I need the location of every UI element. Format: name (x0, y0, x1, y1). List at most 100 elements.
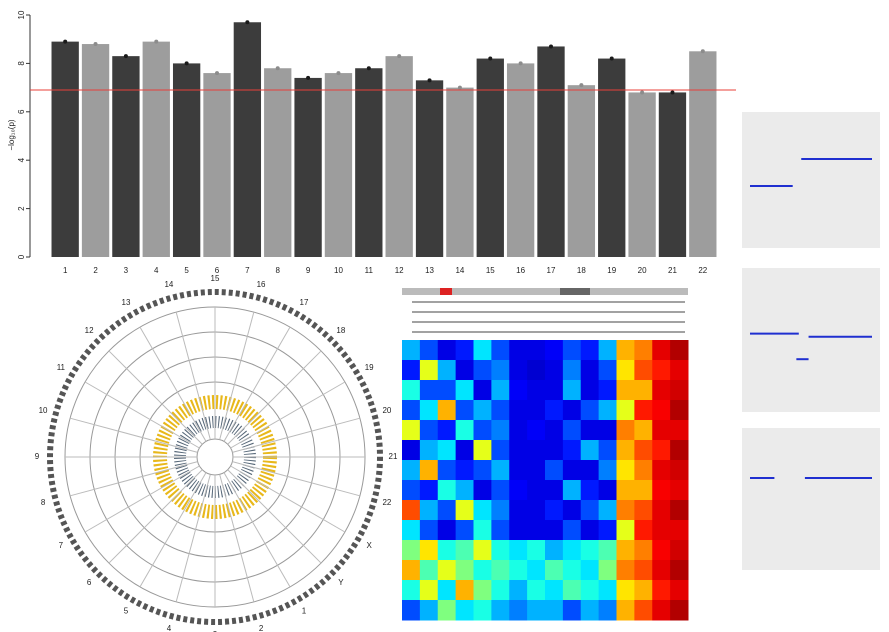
heatmap-cell (473, 500, 492, 521)
heatmap-cell (670, 520, 689, 541)
heatmap-cell (652, 360, 671, 381)
heatmap-cell (652, 540, 671, 561)
x-tick-label: 9 (306, 266, 311, 275)
heatmap-cell (652, 600, 671, 621)
heatmap-cell (634, 520, 653, 541)
heatmap-cell (527, 580, 546, 601)
heatmap-cell (562, 500, 582, 521)
heatmap-cell (634, 580, 653, 601)
heatmap-cell (473, 540, 492, 561)
circos-spoke (139, 326, 207, 442)
y-tick-label: 8 (17, 61, 26, 66)
heatmap-cell (545, 560, 564, 581)
heatmap-cell (562, 440, 582, 461)
heatmap-cell (419, 520, 439, 541)
heatmap-cell (455, 400, 474, 421)
heatmap-cell (598, 560, 617, 581)
peak-point (609, 56, 614, 61)
heatmap-cell (545, 460, 564, 481)
chromosome-label: 9 (35, 452, 40, 461)
heatmap-cell (437, 480, 457, 501)
heatmap-cell (634, 480, 653, 501)
circos-spoke (223, 472, 291, 588)
heatmap-cell (616, 460, 635, 481)
heatmap-cell (455, 480, 474, 501)
heatmap-cell (670, 500, 689, 521)
heatmap-cell (491, 520, 510, 541)
heatmap-cell (580, 380, 600, 401)
peak-point (93, 42, 98, 47)
circos-spoke (175, 474, 211, 603)
circos-spoke (230, 381, 346, 449)
heatmap-cell (473, 360, 492, 381)
heatmap-cell (419, 380, 439, 401)
heatmap-cell (616, 580, 635, 601)
circos-spoke (84, 381, 200, 449)
circos-spoke (227, 469, 322, 564)
x-tick-label: 11 (365, 266, 374, 275)
heatmap-cell (455, 460, 474, 481)
circos-spoke (219, 474, 255, 603)
chromosome-label: 7 (59, 541, 64, 550)
chromosome-label: 21 (389, 452, 398, 461)
heatmap-cell (616, 440, 635, 461)
x-tick-label: 15 (486, 266, 495, 275)
chromosome-label: 13 (122, 298, 131, 307)
heatmap-cell (527, 480, 546, 501)
chromosome-band (324, 73, 353, 257)
chromosome-band (294, 77, 322, 257)
heatmap-cell (670, 400, 689, 421)
chromosome-band (689, 51, 717, 257)
chromosome-band (51, 41, 79, 258)
heatmap-cell (652, 520, 671, 541)
heatmap-cell (437, 500, 457, 521)
heatmap-cell (402, 440, 421, 461)
circos-spoke (219, 311, 255, 440)
heatmap-cell (580, 460, 600, 481)
heatmap-cell (455, 580, 474, 601)
peak-point (154, 39, 159, 44)
heatmap-cell (437, 460, 457, 481)
heatmap-cell (527, 340, 546, 361)
heatmap-cell (580, 560, 600, 581)
peak-point (518, 61, 523, 66)
heatmap-cell (580, 500, 600, 521)
heatmap-cell (473, 380, 492, 401)
heatmap-cell (473, 600, 492, 621)
heatmap-cell (670, 600, 689, 621)
x-tick-label: 3 (124, 266, 129, 275)
heatmap-cell (527, 400, 546, 421)
heatmap-cell (491, 460, 510, 481)
heatmap-cell (491, 420, 510, 441)
chromosome-label: 17 (300, 298, 309, 307)
x-tick-label: 17 (547, 266, 556, 275)
heatmap-cell (545, 600, 564, 621)
panel-background (742, 112, 880, 248)
heatmap-cell (634, 500, 653, 521)
heatmap-cell (402, 460, 421, 481)
heatmap-cell (616, 380, 635, 401)
heatmap-cell (509, 400, 528, 421)
x-tick-label: 7 (245, 266, 250, 275)
heatmap-cell (402, 520, 421, 541)
circos-spoke (232, 417, 361, 453)
x-tick-label: 4 (154, 266, 159, 275)
y-tick-label: 2 (17, 206, 26, 211)
chromosome-band (628, 92, 656, 257)
circos-spoke (69, 461, 198, 497)
heatmap-cell (491, 480, 510, 501)
heatmap-cell (437, 560, 457, 581)
heatmap-cell (634, 380, 653, 401)
heatmap-cell (402, 400, 421, 421)
heatmap-cell (616, 340, 635, 361)
heatmap-cell (634, 340, 653, 361)
heatmap-cell (670, 460, 689, 481)
heatmap-cell (419, 500, 439, 521)
heatmap-cell (437, 420, 457, 441)
heatmap-cell (473, 480, 492, 501)
x-tick-label: 8 (276, 266, 281, 275)
chromosome-band (567, 85, 596, 258)
heatmap-cell (491, 380, 510, 401)
x-tick-label: 18 (577, 266, 586, 275)
heatmap-cell (437, 580, 457, 601)
